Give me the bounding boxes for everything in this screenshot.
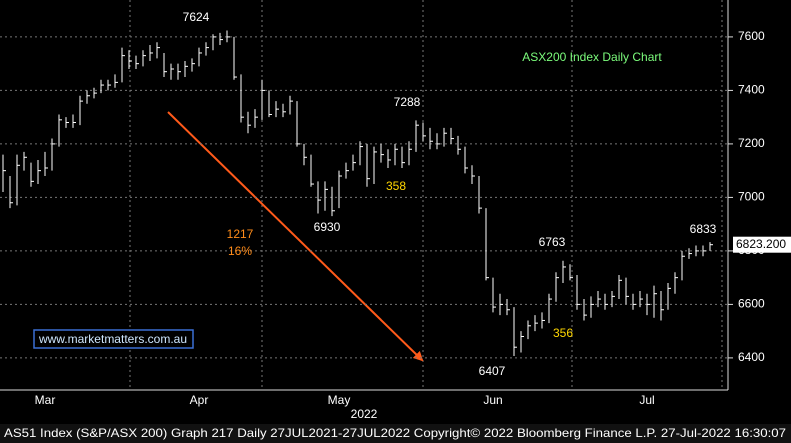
annotation: 16%	[228, 244, 252, 258]
x-tick-label: May	[328, 393, 351, 407]
website: www.marketmatters.com.au	[38, 332, 187, 346]
y-tick-label: 7200	[738, 136, 765, 150]
extreme-label: 7288	[394, 95, 421, 109]
extreme-label: 6833	[690, 222, 717, 236]
website-box	[33, 329, 194, 349]
extreme-label: 6930	[314, 220, 341, 234]
x-tick-label: Mar	[35, 393, 56, 407]
annotation: 356	[553, 326, 573, 340]
trend-arrow	[167, 111, 424, 362]
y-tick-label: 6400	[738, 350, 765, 364]
annotation: 1217	[227, 227, 254, 241]
last-price-box	[733, 236, 791, 253]
y-tick-label: 7000	[738, 190, 765, 204]
last-price-label: 6823.200	[736, 237, 786, 251]
x-tick-label: Apr	[190, 393, 209, 407]
x-tick-label: Jul	[639, 393, 654, 407]
footer: AS51 Index (S&P/ASX 200) Graph 217 Daily…	[4, 426, 786, 440]
x-group-label: 2022	[351, 407, 378, 421]
extreme-label: 6407	[479, 364, 506, 378]
footer-bar	[0, 424, 791, 443]
annotation: 358	[386, 179, 406, 193]
y-tick-label: 7400	[738, 83, 765, 97]
y-tick-label: 6600	[738, 297, 765, 311]
extreme-label: 7624	[183, 10, 210, 24]
y-tick-label: 7600	[738, 29, 765, 43]
chart-title: ASX200 Index Daily Chart	[522, 50, 662, 64]
extreme-label: 6763	[539, 235, 566, 249]
x-tick-label: Jun	[483, 393, 502, 407]
